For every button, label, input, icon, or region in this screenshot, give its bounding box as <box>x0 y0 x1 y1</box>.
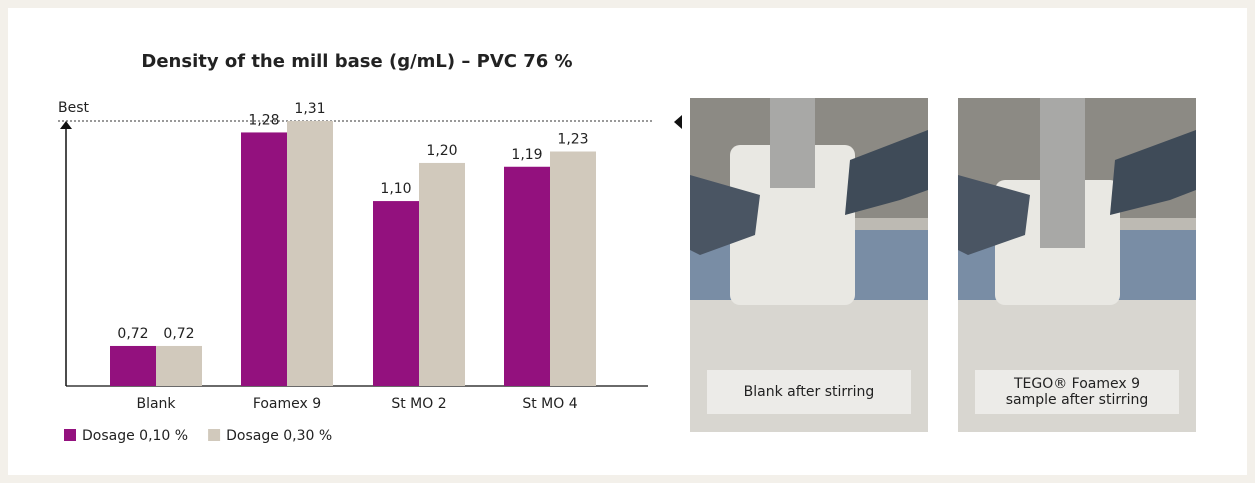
value-label: 1,20 <box>426 143 457 159</box>
x-tick-label: Foamex 9 <box>253 396 321 412</box>
photo <box>690 98 928 432</box>
bar <box>504 166 550 386</box>
photo-caption: sample after stirring <box>1006 392 1149 408</box>
pointer-arrow <box>674 115 682 129</box>
value-label: 1,23 <box>557 132 588 148</box>
x-tick-label: Blank <box>136 396 176 412</box>
bar <box>550 151 596 386</box>
bar <box>110 345 156 386</box>
legend-swatch <box>208 429 221 441</box>
photo <box>958 98 1196 432</box>
bar <box>287 121 333 386</box>
bar <box>419 162 465 386</box>
value-label: 0,72 <box>163 326 194 342</box>
photo-caption: Blank after stirring <box>744 384 875 400</box>
x-tick-label: St MO 4 <box>522 396 577 412</box>
value-label: 1,31 <box>294 101 325 117</box>
y-axis-arrow <box>60 121 72 129</box>
best-label: Best <box>58 100 90 116</box>
bar <box>241 132 287 386</box>
legend-swatch <box>64 429 76 441</box>
value-label: 1,19 <box>511 147 542 163</box>
legend-label: Dosage 0,30 % <box>226 428 332 444</box>
value-label: 1,28 <box>248 112 279 128</box>
bar <box>373 201 419 386</box>
chart-title: Density of the mill base (g/mL) – PVC 76… <box>141 51 572 72</box>
value-label: 1,10 <box>380 181 411 197</box>
bar <box>156 345 202 386</box>
x-tick-label: St MO 2 <box>391 396 446 412</box>
photo-caption: TEGO® Foamex 9 <box>1013 376 1140 392</box>
value-label: 0,72 <box>117 326 148 342</box>
legend-label: Dosage 0,10 % <box>82 428 188 444</box>
